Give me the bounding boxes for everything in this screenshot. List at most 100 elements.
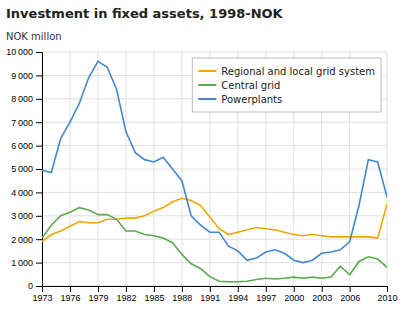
- x-tick: 1991: [200, 286, 220, 303]
- x-tick: 1982: [116, 286, 136, 303]
- y-axis-line: [36, 53, 43, 287]
- x-tick-mark: [70, 286, 71, 292]
- grid-line: [181, 52, 182, 286]
- x-tick-label: 1991: [200, 293, 220, 303]
- grid-line: [42, 169, 387, 170]
- grid: [42, 52, 387, 286]
- grid-line: [42, 52, 387, 53]
- series-line: [42, 198, 387, 241]
- y-tick: 4 000: [11, 188, 42, 198]
- legend-swatch: [198, 98, 216, 100]
- legend-box: [192, 58, 381, 112]
- grid-line: [42, 192, 387, 193]
- y-tick-mark: [36, 146, 42, 147]
- x-tick-label: 1973: [32, 293, 52, 303]
- y-tick-mark: [36, 99, 42, 100]
- x-tick-label: 2000: [284, 293, 304, 303]
- y-tick-label: 8 000: [11, 94, 33, 104]
- x-tick-label: 1982: [116, 293, 136, 303]
- x-tick-mark: [98, 286, 99, 292]
- x-tick-mark: [322, 286, 323, 292]
- y-tick: 7 000: [11, 118, 42, 128]
- x-tick: 2000: [284, 286, 304, 303]
- y-tick-label: 4 000: [11, 188, 33, 198]
- legend: Regional and local grid system Central gr…: [192, 58, 381, 112]
- x-tick-label: 2010: [377, 293, 397, 303]
- legend-item: Powerplants: [198, 94, 282, 105]
- x-tick-mark: [126, 286, 127, 292]
- y-tick-mark: [36, 263, 42, 264]
- y-tick-mark: [36, 239, 42, 240]
- y-tick: 6 000: [11, 141, 42, 151]
- x-tick: 2010: [377, 286, 397, 303]
- x-tick: 2006: [340, 286, 360, 303]
- y-tick-mark: [36, 216, 42, 217]
- y-tick-mark: [36, 169, 42, 170]
- x-tick-label: 2003: [312, 293, 332, 303]
- y-tick: 0: [28, 281, 42, 291]
- grid-line: [387, 52, 388, 286]
- x-axis: 1973 1976 1979 1982 1985 1988 1991 1994 1997 2000…: [32, 286, 397, 303]
- y-tick-label: 10 000: [6, 47, 33, 57]
- x-tick-mark: [182, 286, 183, 292]
- x-tick: 1997: [256, 286, 276, 303]
- grid-line: [42, 145, 387, 146]
- x-tick-mark: [210, 286, 211, 292]
- y-tick-label: 9 000: [11, 71, 33, 81]
- y-axis-label: NOK millon: [6, 31, 62, 42]
- y-tick: 9 000: [11, 71, 42, 81]
- grid-line: [125, 52, 126, 286]
- grid-line: [153, 52, 154, 286]
- grid-line: [42, 262, 387, 263]
- x-tick-mark: [350, 286, 351, 292]
- x-tick: 2003: [312, 286, 332, 303]
- x-tick-mark: [266, 286, 267, 292]
- grid-line: [97, 52, 98, 286]
- series-line: [42, 208, 387, 282]
- legend-label: Regional and local grid system: [221, 66, 375, 77]
- x-tick: 1976: [60, 286, 80, 303]
- legend-item: Central grid: [198, 80, 280, 91]
- x-tick-label: 2006: [340, 293, 360, 303]
- legend-label: Central grid: [221, 80, 280, 91]
- y-tick-mark: [36, 192, 42, 193]
- x-tick: 1985: [144, 286, 164, 303]
- x-tick-label: 1985: [144, 293, 164, 303]
- y-tick-label: 6 000: [11, 141, 33, 151]
- y-tick: 10 000: [6, 47, 42, 57]
- grid-line: [42, 122, 387, 123]
- plot: 1973 1976 1979 1982 1985 1988 1991 1994 1997 2000…: [6, 47, 397, 303]
- x-tick-label: 1997: [256, 293, 276, 303]
- x-tick-label: 1994: [228, 293, 248, 303]
- grid-line: [69, 52, 70, 286]
- y-tick-label: 1 000: [11, 258, 33, 268]
- y-tick: 2 000: [11, 235, 42, 245]
- legend-item: Regional and local grid system: [198, 66, 375, 77]
- x-tick-mark: [154, 286, 155, 292]
- x-tick: 1988: [172, 286, 192, 303]
- grid-line: [42, 239, 387, 240]
- y-tick: 5 000: [11, 164, 42, 174]
- x-tick-label: 1979: [88, 293, 108, 303]
- grid-line: [42, 215, 387, 216]
- legend-swatch: [198, 70, 216, 72]
- legend-label: Powerplants: [221, 94, 282, 105]
- y-tick-mark: [36, 75, 42, 76]
- y-tick: 3 000: [11, 211, 42, 221]
- y-tick: 1 000: [11, 258, 42, 268]
- x-tick-label: 1988: [172, 293, 192, 303]
- y-tick-label: 5 000: [11, 164, 33, 174]
- x-tick: 1994: [228, 286, 248, 303]
- y-tick-mark: [36, 52, 42, 53]
- y-tick-label: 0: [28, 281, 33, 291]
- x-tick: 1979: [88, 286, 108, 303]
- x-tick: 1973: [32, 286, 52, 303]
- x-tick-mark: [387, 286, 388, 292]
- y-tick: 8 000: [11, 94, 42, 104]
- x-tick-label: 1976: [60, 293, 80, 303]
- y-tick-mark: [36, 286, 42, 287]
- chart: Investment in fixed assets, 1998-NOKNOK …: [0, 0, 401, 310]
- legend-swatch: [198, 84, 216, 86]
- y-axis: 0 1 000 2 000 3 000 4 000 5 000 6 000 7 000 8 00…: [6, 47, 42, 291]
- y-tick-label: 2 000: [11, 235, 33, 245]
